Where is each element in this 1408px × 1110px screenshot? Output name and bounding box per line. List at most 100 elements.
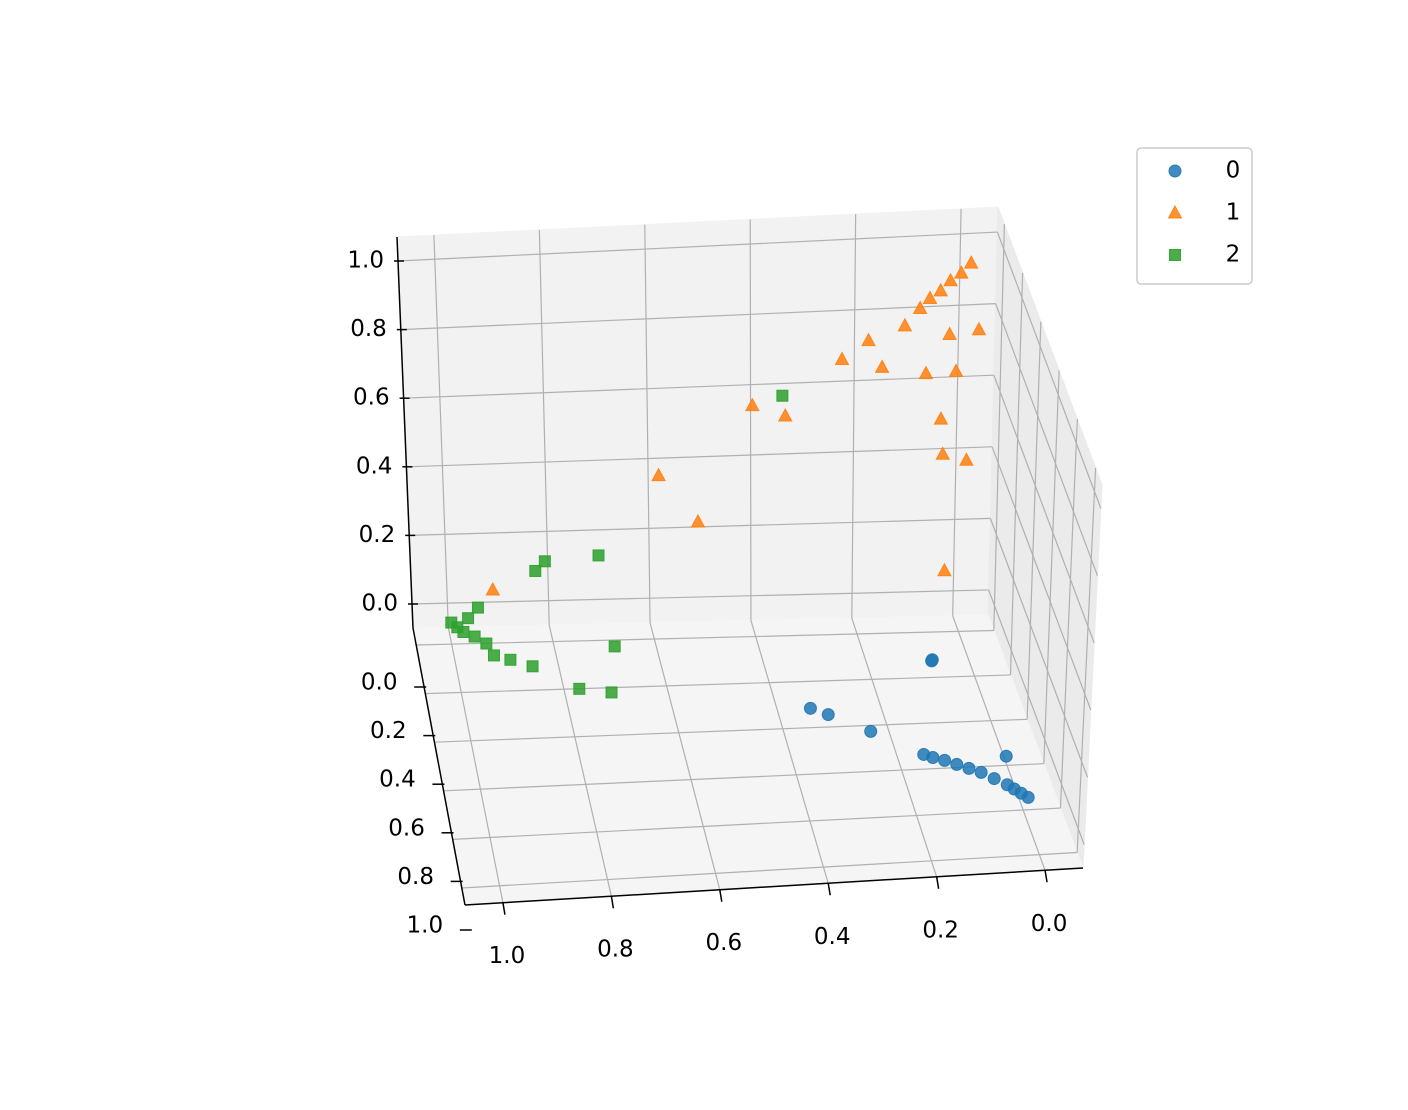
point: [608, 640, 621, 653]
point: [874, 359, 890, 373]
point: [487, 649, 500, 662]
point: [974, 765, 988, 779]
point: [962, 761, 976, 775]
x-tick: [1044, 870, 1048, 883]
grid-line: [1043, 370, 1060, 764]
x-tick: [502, 902, 506, 915]
x-tick-label: 1.0: [489, 943, 526, 969]
point: [912, 300, 928, 314]
grid-line: [644, 224, 651, 623]
point: [651, 467, 666, 482]
legend-label: 0: [1226, 158, 1241, 184]
point: [959, 452, 974, 466]
point: [861, 332, 876, 347]
grid-line: [425, 674, 1011, 695]
grid-line: [433, 235, 449, 628]
point: [938, 753, 952, 767]
point: [485, 581, 501, 596]
point: [943, 272, 958, 287]
grid-line: [447, 627, 504, 903]
point: [971, 321, 987, 336]
grid-line: [548, 624, 612, 897]
grid-line: [443, 763, 1044, 792]
y-tick-label: 0.8: [397, 864, 434, 890]
point: [821, 708, 835, 722]
legend-label: 2: [1226, 242, 1241, 268]
back-pane: [396, 206, 999, 629]
point: [948, 363, 964, 377]
x-tick-label: 0.8: [597, 937, 634, 963]
axes: 0.0 0.2 0.4 0.6 0.8 1.0 0.0 0.2 0.4 0.6 0.8 1.0 0.0 0…: [347, 236, 1084, 969]
point: [538, 555, 551, 568]
x-tick: [610, 896, 615, 909]
grid-line: [952, 615, 1046, 871]
y-axis: [412, 627, 466, 906]
x-tick: [935, 876, 940, 889]
point: [933, 282, 949, 297]
point: [529, 564, 542, 577]
point: [605, 686, 618, 699]
grid-line: [989, 518, 1089, 778]
point: [925, 654, 939, 668]
grid-line: [1026, 321, 1042, 720]
grid-line: [403, 374, 994, 399]
point: [1021, 790, 1035, 804]
z-axis: [396, 236, 414, 629]
legend: 0 1 2: [1136, 147, 1253, 285]
point: [445, 616, 458, 629]
point: [953, 265, 969, 279]
grid-line: [434, 718, 1028, 743]
point: [480, 637, 493, 650]
grid-line: [988, 589, 1085, 845]
point: [933, 411, 949, 425]
y-tick-label: 0.4: [379, 767, 416, 793]
grid-line: [851, 214, 857, 619]
z-tick-label: 1.0: [347, 248, 384, 274]
x-tick-label: 0.0: [1031, 911, 1068, 937]
z-tick-label: 0.0: [361, 590, 398, 616]
grid-line: [750, 620, 829, 884]
z-tick-label: 0.6: [353, 385, 390, 411]
point: [468, 630, 481, 643]
z-tick-label: 0.4: [356, 453, 393, 479]
points: [445, 255, 1035, 804]
point: [864, 724, 878, 738]
point: [457, 625, 470, 638]
point: [942, 326, 957, 340]
point: [950, 757, 964, 771]
grid-line: [749, 219, 752, 621]
grid-line: [452, 807, 1061, 840]
legend-box: [1136, 147, 1253, 285]
grid-line: [406, 446, 993, 468]
grid-line: [412, 589, 989, 605]
grid-line: [397, 231, 998, 262]
legend-marker: [1168, 164, 1182, 178]
x-tick-label: 0.6: [706, 930, 743, 956]
x-tick-label: 0.2: [922, 917, 959, 943]
grid: [397, 208, 1102, 903]
point: [926, 750, 940, 764]
point: [918, 365, 934, 380]
x-tick: [719, 889, 723, 902]
legend-marker: [1169, 249, 1181, 261]
grid-line: [400, 303, 996, 331]
point: [834, 351, 850, 365]
point: [963, 255, 979, 269]
x-tick: [827, 883, 831, 896]
y-tick-label: 0.2: [370, 718, 407, 744]
grid-line: [649, 622, 721, 890]
point: [897, 317, 913, 332]
point: [462, 612, 475, 625]
point: [937, 562, 952, 577]
point: [690, 513, 706, 528]
y-tick-label: 0.6: [388, 815, 425, 841]
point: [573, 682, 586, 695]
point: [777, 407, 793, 422]
grid-line: [1059, 419, 1078, 809]
point: [935, 446, 951, 460]
grid-line: [996, 231, 1102, 509]
point: [922, 290, 938, 304]
grid-line: [1009, 272, 1024, 675]
grid-line: [993, 224, 1005, 631]
